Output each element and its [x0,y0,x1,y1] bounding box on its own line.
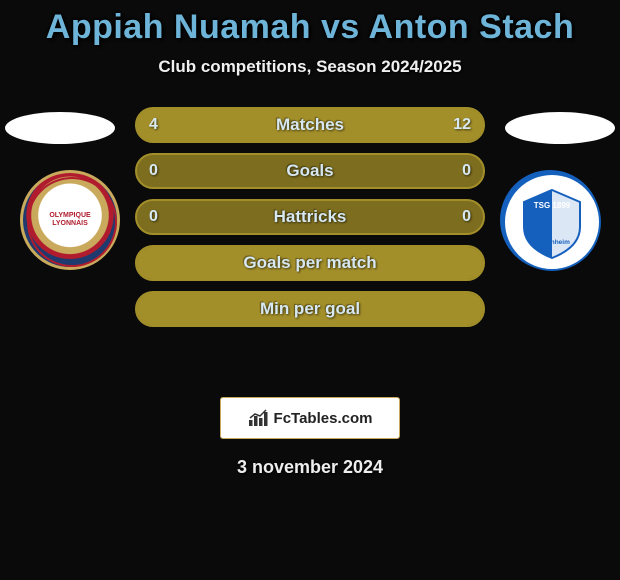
stat-row: 0 0 Goals [135,153,485,189]
bar-fill-right [224,109,484,141]
stat-row: Goals per match [135,245,485,281]
club-logo-left: OLYMPIQUE LYONNAIS [20,170,120,270]
stat-label: Hattricks [274,207,347,227]
svg-text:TSG 1899: TSG 1899 [534,201,571,210]
stat-row: Min per goal [135,291,485,327]
flag-left [5,112,115,144]
stat-value-right: 12 [453,116,471,134]
stat-value-right: 0 [462,162,471,180]
club-logo-right: TSG 1899 Hoffenheim [500,170,600,270]
subtitle: Club competitions, Season 2024/2025 [0,57,620,77]
stat-value-left: 0 [149,208,158,226]
stat-value-left: 4 [149,116,158,134]
date-text: 3 november 2024 [0,457,620,478]
bar-chart-icon [248,409,270,427]
comparison-area: OLYMPIQUE LYONNAIS TSG 1899 Hoffenheim 4… [0,107,620,387]
club-logo-left-text: OLYMPIQUE LYONNAIS [35,212,105,227]
page-title: Appiah Nuamah vs Anton Stach [0,8,620,47]
stat-label: Min per goal [260,299,360,319]
stat-value-right: 0 [462,208,471,226]
footer-brand-text: FcTables.com [274,410,373,427]
flag-right [505,112,615,144]
stat-bars: 4 12 Matches 0 0 Goals 0 0 Hattricks Goals per ma… [135,107,485,337]
infographic-container: Appiah Nuamah vs Anton Stach Club compet… [0,0,620,478]
stat-row: 0 0 Hattricks [135,199,485,235]
stat-row: 4 12 Matches [135,107,485,143]
hoffenheim-shield-icon: TSG 1899 Hoffenheim [502,172,602,272]
stat-value-left: 0 [149,162,158,180]
svg-text:Hoffenheim: Hoffenheim [534,239,570,246]
stat-label: Goals [286,161,333,181]
stat-label: Goals per match [243,253,376,273]
footer-brand-box: FcTables.com [220,397,400,439]
stat-label: Matches [276,115,344,135]
